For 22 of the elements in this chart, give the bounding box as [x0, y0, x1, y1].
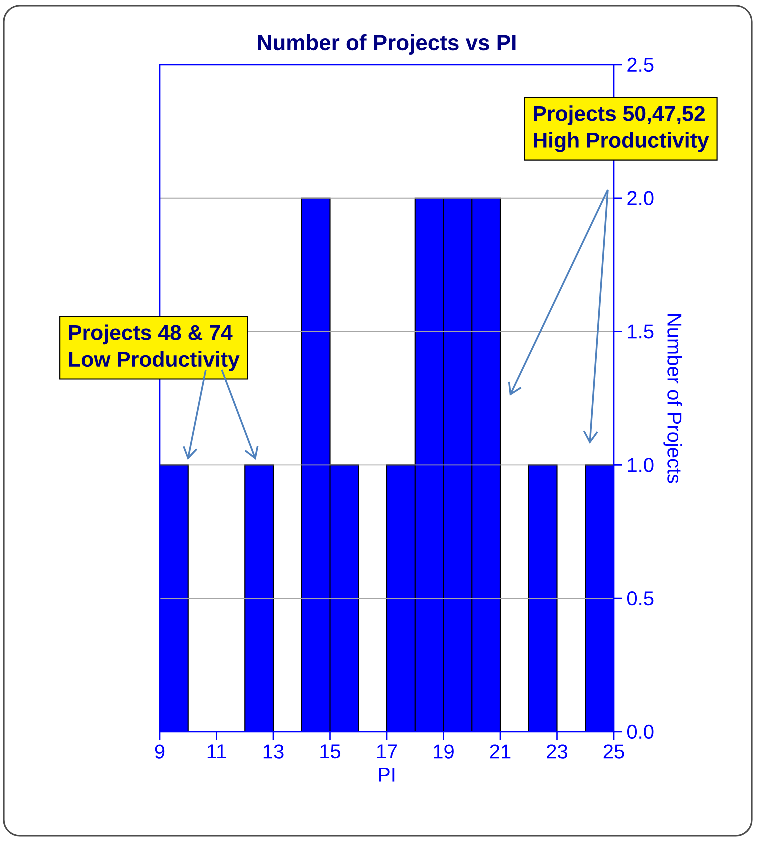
y-tick-label: 2.0 [628, 191, 654, 206]
y-tick-label: 2.5 [628, 58, 654, 72]
annotation: High Productivity [534, 132, 710, 152]
x-tick-label: 15 [320, 744, 341, 759]
y-tick-label: 0.5 [627, 592, 654, 606]
y-tick-label: 1.0 [628, 458, 654, 472]
annotation: Projects 50,47,52 [534, 106, 705, 126]
x-tick-label: 23 [547, 744, 568, 759]
annotation: Low Productivity [69, 351, 240, 372]
x-tick-label: 17 [377, 744, 398, 758]
annotation: Projects 48 & 74 [69, 324, 233, 345]
x-tick-label: 25 [604, 744, 624, 759]
x-tick-label: 11 [208, 744, 226, 758]
chart-title: Number of Projects vs PI [258, 34, 516, 55]
x-tick-label: 13 [264, 744, 284, 759]
x-tick-label: 9 [155, 744, 165, 759]
y-tick-label: 1.5 [628, 324, 654, 339]
y-tick-label: 0.0 [627, 724, 654, 740]
x-tick-label: 19 [434, 744, 454, 759]
x-axis-title: PI [379, 768, 395, 782]
y-axis-title: Number of Projects [664, 314, 682, 484]
x-tick-label: 21 [490, 744, 511, 759]
